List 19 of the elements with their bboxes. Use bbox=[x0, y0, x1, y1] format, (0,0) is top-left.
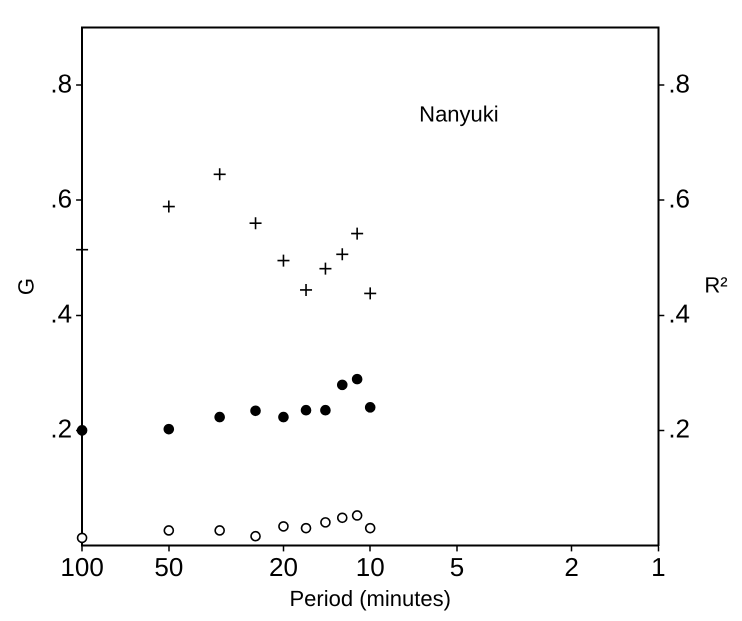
x-tick-label: 2 bbox=[564, 552, 579, 582]
x-tick-label: 50 bbox=[154, 552, 184, 582]
y2-tick-label: .4 bbox=[668, 298, 690, 328]
x-tick-label: 20 bbox=[269, 552, 298, 582]
x-axis-title: Period (minutes) bbox=[290, 586, 451, 611]
y2-tick-label: .8 bbox=[668, 68, 690, 98]
y2-tick-label: .6 bbox=[668, 183, 690, 214]
y2-axis-title: R² bbox=[704, 272, 728, 298]
y-tick-label: .6 bbox=[50, 183, 72, 214]
x-tick-label: 10 bbox=[356, 552, 385, 582]
annotation: Nanyuki bbox=[419, 102, 499, 127]
y-tick-label: .2 bbox=[50, 414, 72, 444]
x-tick-label: 5 bbox=[450, 552, 464, 582]
y-axis-title: G bbox=[13, 278, 38, 296]
y-tick-label: .8 bbox=[50, 68, 72, 98]
y-tick-label: .4 bbox=[50, 298, 72, 328]
y2-tick-label: .2 bbox=[668, 414, 690, 444]
x-tick-label: 100 bbox=[60, 552, 104, 582]
x-tick-label: 1 bbox=[651, 552, 666, 582]
